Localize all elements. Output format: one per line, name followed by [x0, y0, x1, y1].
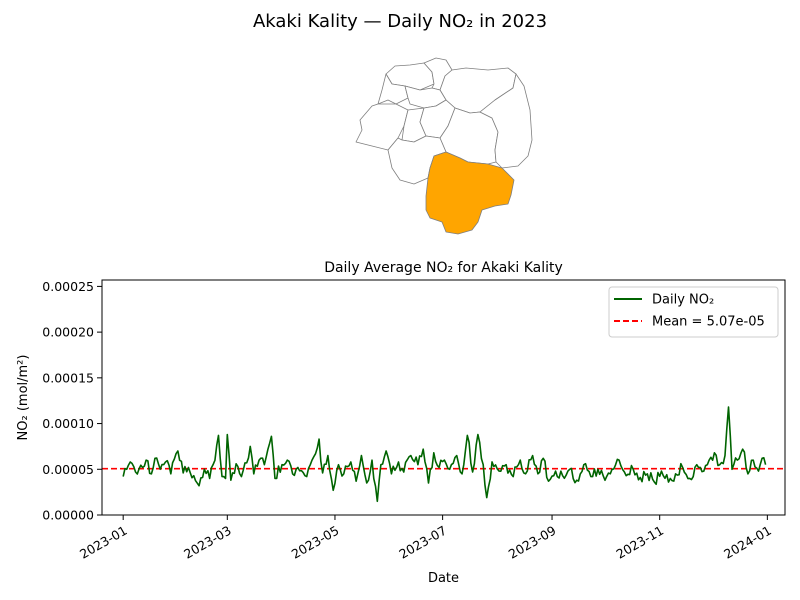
- legend: Daily NO₂ Mean = 5.07e-05: [608, 286, 779, 338]
- legend-label-daily: Daily NO₂: [652, 293, 714, 308]
- y-tick-label: 0.00005: [42, 462, 94, 477]
- chart-title: Daily Average NO₂ for Akaki Kality: [324, 260, 563, 276]
- y-tick-label: 0.00020: [42, 325, 94, 340]
- map-region-far-west: [355, 103, 409, 151]
- x-tick-label: 2023-11: [613, 523, 666, 562]
- y-axis: 0.00000 0.00005 0.00010 0.00015 0.00020 0.000…: [42, 279, 102, 523]
- y-tick-label: 0.00025: [42, 279, 94, 294]
- district-map: [355, 57, 533, 235]
- x-tick-label: 2023-09: [506, 523, 559, 562]
- legend-box: [608, 286, 779, 338]
- y-tick-label: 0.00010: [42, 416, 94, 431]
- plot-frame: [101, 279, 786, 516]
- y-tick-label: 0.00015: [42, 370, 94, 385]
- x-tick-label: 2023-07: [396, 523, 449, 562]
- x-tick-label: 2023-01: [77, 523, 130, 562]
- daily-no2-line: [122, 406, 767, 503]
- map-region-akaki-kality: [425, 151, 515, 235]
- series-layer: [122, 406, 767, 503]
- figure-suptitle: Akaki Kality — Daily NO₂ in 2023: [253, 11, 547, 32]
- legend-label-mean: Mean = 5.07e-05: [652, 315, 765, 330]
- no2-line-chart: Daily Average NO₂ for Akaki Kality 2023-…: [16, 260, 786, 586]
- x-axis-label: Date: [428, 571, 459, 586]
- x-tick-label: 2023-05: [289, 523, 342, 562]
- x-axis: 2023-01 2023-03 2023-05 2023-07 2023-09 2023-…: [77, 515, 774, 562]
- y-axis-label: NO₂ (mol/m²): [16, 355, 31, 441]
- x-tick-label: 2023-03: [181, 523, 234, 562]
- map-region-east: [479, 73, 533, 169]
- x-tick-label: 2024-01: [721, 523, 774, 562]
- y-tick-label: 0.00000: [42, 508, 94, 523]
